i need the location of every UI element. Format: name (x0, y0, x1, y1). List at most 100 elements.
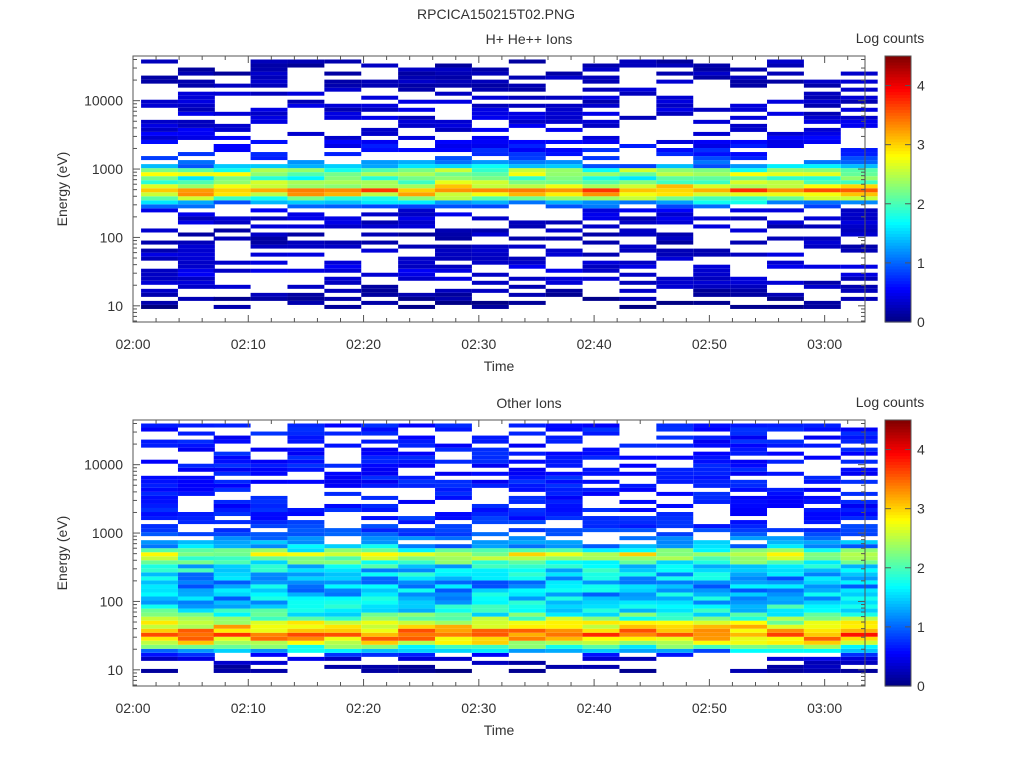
panel2-heatmap-cell (177, 491, 215, 496)
panel2-heatmap-cell (730, 576, 768, 581)
panel2-heatmap-cell (141, 507, 178, 513)
panel2-heatmap-cell (141, 604, 178, 609)
panel2-heatmap-cell (324, 572, 362, 577)
panel1-heatmap-cell (582, 75, 620, 80)
panel2-heatmap-cell (177, 552, 215, 557)
panel1-heatmap-cell (398, 268, 436, 273)
panel1-heatmap-cell (619, 248, 657, 253)
panel2-heatmap-cell (177, 648, 215, 653)
panel2-heatmap (141, 423, 878, 673)
panel1-heatmap-cell (803, 95, 841, 100)
panel1-colorbar-segment (885, 82, 911, 87)
panel2-heatmap-cell (141, 479, 178, 484)
panel2-heatmap-cell (213, 616, 251, 621)
panel1-heatmap-cell (287, 240, 325, 245)
panel2-heatmap-cell (508, 668, 546, 673)
panel1-heatmap-cell (361, 200, 399, 205)
panel1-heatmap-cell (545, 288, 583, 293)
panel2-heatmap-cell (545, 592, 583, 597)
panel2-heatmap-cell (730, 471, 768, 476)
panel1-heatmap-cell (656, 95, 694, 100)
panel2-heatmap-cell (619, 596, 657, 601)
panel2-heatmap-cell (730, 439, 768, 444)
panel1-heatmap-cell (435, 264, 472, 269)
panel2-heatmap-cell (693, 552, 731, 557)
panel2-heatmap-cell (213, 479, 251, 484)
panel1-heatmap-cell (141, 304, 178, 309)
panel2-heatmap-cell (324, 552, 362, 557)
panel2-heatmap-cell (250, 544, 288, 549)
panel2-heatmap-cell (287, 427, 325, 432)
panel1-heatmap-cell (324, 244, 362, 249)
panel1-heatmap-cell (250, 156, 288, 161)
panel2-heatmap-cell (656, 435, 694, 440)
panel1-heatmap-cell (582, 168, 620, 173)
panel2-heatmap-cell (177, 475, 215, 480)
panel2-heatmap-cell (213, 544, 251, 549)
panel1-colorbar-segment (885, 301, 911, 305)
panel2-heatmap-cell (324, 443, 362, 448)
panel2-colorbar-segment (885, 499, 911, 504)
panel2-heatmap-cell (840, 628, 878, 633)
panel2-heatmap-cell (177, 548, 215, 553)
panel2-heatmap-cell (803, 612, 841, 617)
panel1-colorbar-segment (885, 162, 911, 166)
panel1-heatmap-cell (250, 168, 288, 173)
panel1-heatmap-cell (508, 256, 546, 261)
panel1-colorbar-segment (885, 200, 911, 205)
panel2-heatmap-cell (435, 528, 472, 533)
panel1-heatmap-cell (287, 292, 325, 297)
panel1-heatmap-cell (619, 260, 657, 265)
panel2-heatmap-cell (141, 580, 178, 585)
panel1-heatmap-cell (177, 284, 215, 289)
panel2-heatmap-cell (545, 512, 583, 517)
panel2-heatmap-cell (141, 572, 178, 577)
panel1-heatmap-cell (767, 192, 804, 197)
panel1-heatmap-cell (324, 71, 362, 76)
panel2-heatmap-cell (730, 495, 768, 500)
panel1-heatmap-cell (619, 280, 657, 285)
panel1-heatmap-cell (177, 212, 215, 217)
panel2-heatmap-cell (435, 632, 472, 637)
panel1-heatmap-cell (656, 184, 694, 189)
panel1-heatmap-cell (177, 176, 215, 181)
panel2-heatmap-cell (250, 608, 288, 613)
panel1-heatmap-cell (767, 79, 804, 84)
panel2-heatmap-cell (250, 560, 288, 565)
panel2-colorbar-segment (885, 502, 911, 507)
panel2-heatmap-cell (361, 640, 399, 645)
panel1-heatmap-cell (398, 176, 436, 181)
panel2-heatmap-cell (582, 576, 620, 581)
panel2-heatmap-cell (471, 576, 509, 581)
panel2-heatmap-cell (398, 463, 436, 468)
panel2-heatmap-cell (361, 568, 399, 573)
panel2-heatmap-cell (803, 592, 841, 597)
panel1-heatmap-cell (582, 260, 620, 265)
panel2-y-tick-label: 1000 (92, 525, 123, 541)
panel1-colorbar-segment (885, 132, 911, 137)
panel2-heatmap-cell (840, 596, 878, 601)
panel2-colorbar-segment (885, 461, 911, 465)
panel2-heatmap-cell (324, 491, 362, 496)
panel1-heatmap-cell (177, 99, 215, 104)
panel2-heatmap-cell (803, 423, 841, 428)
panel2-heatmap-cell (730, 499, 768, 504)
panel1-heatmap-cell (250, 252, 288, 257)
panel1-heatmap-cell (361, 248, 399, 253)
panel2-heatmap-cell (619, 443, 657, 448)
panel2-colorbar-segment (885, 514, 911, 519)
panel1-heatmap-cell (324, 296, 362, 301)
panel1-heatmap-cell (250, 63, 288, 68)
panel2-heatmap-cell (213, 540, 251, 545)
panel1-heatmap-cell (177, 192, 215, 197)
panel2-heatmap-cell (767, 564, 804, 569)
panel2-heatmap-cell (213, 487, 251, 492)
panel2-heatmap-cell (324, 463, 362, 468)
panel1-heatmap-cell (582, 216, 620, 221)
panel2-heatmap-cell (730, 463, 768, 468)
panel1-colorbar-segment (885, 138, 911, 143)
panel2-heatmap-cell (545, 612, 583, 617)
panel1-heatmap-cell (730, 180, 768, 185)
panel2-heatmap-cell (287, 459, 325, 464)
panel1-heatmap-cell (730, 184, 768, 189)
